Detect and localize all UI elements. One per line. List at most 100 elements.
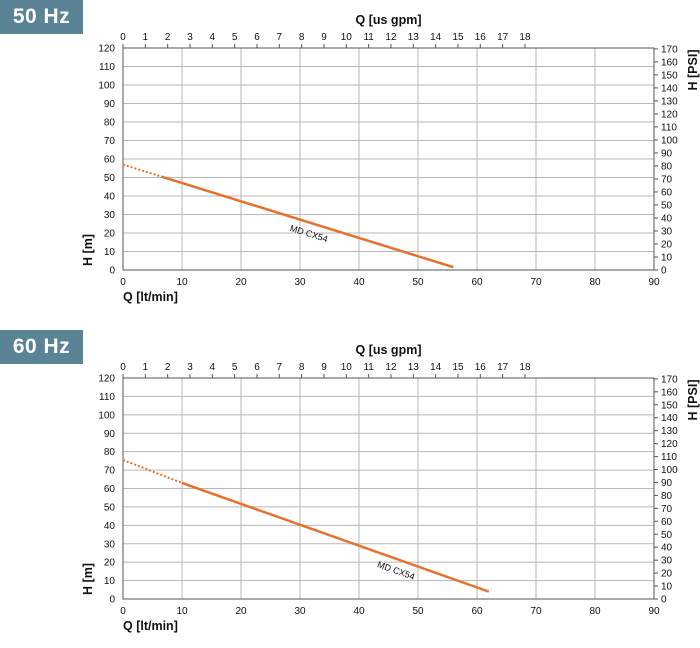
top-tick-label: 12 bbox=[385, 32, 397, 43]
y-tick-label: 80 bbox=[104, 118, 116, 129]
right-tick-label: 130 bbox=[661, 96, 678, 107]
right-tick-label: 50 bbox=[661, 530, 673, 541]
x-axis-title: Q [lt/min] bbox=[123, 290, 178, 304]
right-tick-label: 40 bbox=[661, 543, 673, 554]
y-tick-label: 100 bbox=[98, 81, 115, 92]
chart-panel-60hz: 60 Hz 0 10 20 30 40 50 60 70 80 90 0 10 20 30 40 50 60 70… bbox=[0, 330, 700, 648]
plot-frame bbox=[122, 47, 655, 271]
x-tick-label: 80 bbox=[589, 606, 601, 617]
top-tick-label: 15 bbox=[452, 32, 464, 43]
top-tick-label: 10 bbox=[341, 32, 353, 43]
x-tick-label: 0 bbox=[120, 277, 126, 288]
y-tick-label: 110 bbox=[99, 392, 115, 403]
top-tick-label: 3 bbox=[187, 32, 193, 43]
x-tick-label: 40 bbox=[353, 606, 365, 617]
curve-extension-dashed bbox=[122, 163, 162, 178]
x-tick-label: 50 bbox=[412, 277, 424, 288]
right-tick-label: 140 bbox=[661, 83, 678, 94]
x-axis-title: Q [lt/min] bbox=[123, 619, 178, 633]
y-tick-label: 0 bbox=[109, 266, 115, 277]
y-tick-label: 70 bbox=[104, 136, 116, 147]
top-tick-label: 11 bbox=[363, 362, 374, 373]
right-tick-label: 60 bbox=[661, 517, 673, 528]
y-axis-title: H [m] bbox=[81, 234, 95, 266]
top-tick-label: 0 bbox=[120, 362, 126, 373]
x-tick-label: 60 bbox=[471, 606, 483, 617]
chart-panel-50hz: 50 Hz 0 10 20 30 40 50 60 70 80 90 0 10 20 30 40 50 60 70… bbox=[0, 0, 700, 318]
right-tick-label: 0 bbox=[661, 266, 667, 277]
top-tick-label: 11 bbox=[363, 32, 374, 43]
top-tick-label: 2 bbox=[165, 362, 171, 373]
right-axis-title: H [PSI] bbox=[686, 380, 700, 421]
x-tick-label: 10 bbox=[176, 606, 188, 617]
frequency-badge: 50 Hz bbox=[0, 0, 83, 34]
top-axis-title: Q [us gpm] bbox=[356, 343, 422, 357]
x-tick-label: 10 bbox=[176, 277, 188, 288]
right-tick-label: 20 bbox=[661, 569, 673, 580]
right-tick-label: 90 bbox=[661, 148, 673, 159]
right-tick-label: 150 bbox=[661, 70, 678, 81]
top-tick-label: 13 bbox=[408, 32, 420, 43]
curve-extension-dashed bbox=[122, 459, 183, 484]
pump-curve-line bbox=[160, 175, 454, 269]
x-tick-label: 30 bbox=[294, 277, 306, 288]
right-tick-label: 90 bbox=[661, 478, 673, 489]
x-tick-label: 90 bbox=[648, 277, 660, 288]
top-tick-label: 10 bbox=[341, 362, 353, 373]
right-tick-label: 10 bbox=[661, 582, 673, 593]
y-tick-label: 120 bbox=[98, 374, 115, 385]
right-tick-label: 40 bbox=[661, 213, 673, 224]
top-tick-label: 13 bbox=[408, 362, 420, 373]
y-tick-label: 40 bbox=[104, 521, 116, 532]
top-tick-label: 9 bbox=[321, 32, 327, 43]
x-tick-label: 90 bbox=[648, 606, 660, 617]
frequency-badge: 60 Hz bbox=[0, 330, 83, 364]
y-tick-label: 30 bbox=[104, 210, 116, 221]
right-tick-label: 50 bbox=[661, 200, 673, 211]
top-tick-label: 5 bbox=[232, 362, 238, 373]
top-tick-label: 9 bbox=[321, 362, 327, 373]
plot-frame bbox=[122, 377, 655, 600]
right-tick-label: 70 bbox=[661, 504, 673, 515]
top-tick-label: 6 bbox=[254, 362, 260, 373]
y-tick-label: 40 bbox=[104, 192, 116, 203]
right-tick-label: 80 bbox=[661, 491, 673, 502]
right-tick-label: 80 bbox=[661, 161, 673, 172]
y-tick-label: 50 bbox=[104, 502, 116, 513]
top-tick-label: 12 bbox=[385, 362, 397, 373]
right-tick-label: 100 bbox=[661, 465, 678, 476]
y-tick-label: 20 bbox=[104, 558, 116, 569]
y-tick-label: 60 bbox=[104, 484, 116, 495]
x-tick-label: 0 bbox=[120, 606, 126, 617]
right-tick-label: 20 bbox=[661, 239, 673, 250]
right-tick-label: 30 bbox=[661, 556, 673, 567]
y-tick-label: 10 bbox=[104, 247, 116, 258]
top-tick-label: 16 bbox=[475, 32, 487, 43]
top-tick-label: 3 bbox=[187, 362, 193, 373]
top-tick-label: 18 bbox=[519, 362, 531, 373]
y-tick-label: 70 bbox=[104, 466, 116, 477]
right-tick-label: 170 bbox=[661, 44, 678, 55]
x-tick-label: 70 bbox=[530, 277, 542, 288]
y-tick-label: 90 bbox=[104, 429, 116, 440]
right-tick-label: 30 bbox=[661, 226, 673, 237]
y-tick-label: 110 bbox=[99, 62, 115, 73]
x-tick-label: 20 bbox=[235, 606, 247, 617]
top-tick-label: 14 bbox=[430, 32, 442, 43]
y-tick-label: 60 bbox=[104, 155, 116, 166]
top-tick-label: 6 bbox=[254, 32, 260, 43]
x-tick-label: 60 bbox=[471, 277, 483, 288]
y-tick-label: 90 bbox=[104, 99, 116, 110]
top-tick-label: 15 bbox=[452, 362, 464, 373]
right-tick-label: 70 bbox=[661, 174, 673, 185]
pump-curve-chart-60hz: 0 10 20 30 40 50 60 70 80 90 0 10 20 30 40 50 60 70 80 90 10… bbox=[81, 343, 700, 633]
right-tick-label: 120 bbox=[661, 109, 678, 120]
x-tick-label: 80 bbox=[589, 277, 601, 288]
top-tick-label: 1 bbox=[143, 362, 149, 373]
x-tick-label: 20 bbox=[235, 277, 247, 288]
y-tick-label: 30 bbox=[104, 539, 116, 550]
right-tick-label: 60 bbox=[661, 187, 673, 198]
y-tick-label: 50 bbox=[104, 173, 116, 184]
x-tick-label: 40 bbox=[353, 277, 365, 288]
x-tick-label: 50 bbox=[412, 606, 424, 617]
